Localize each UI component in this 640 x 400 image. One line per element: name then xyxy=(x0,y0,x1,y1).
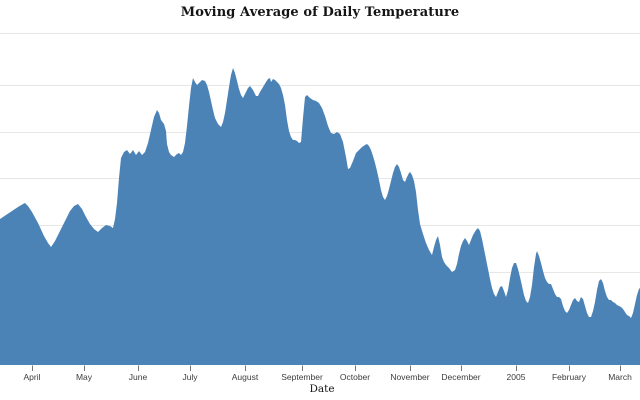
x-tick-label: 2005 xyxy=(507,372,526,382)
temperature-area xyxy=(0,68,640,365)
x-tick-label: August xyxy=(232,372,259,382)
x-tick-label: February xyxy=(552,372,587,382)
x-tick-label: October xyxy=(340,372,370,382)
x-tick-label: July xyxy=(182,372,198,382)
chart-title: Moving Average of Daily Temperature xyxy=(180,5,460,20)
x-axis-label: Date xyxy=(309,383,334,395)
x-tick-label: March xyxy=(608,372,632,382)
x-tick-label: September xyxy=(281,372,323,382)
x-tick-label: November xyxy=(390,372,429,382)
x-tick-label: December xyxy=(441,372,480,382)
x-tick-label: April xyxy=(23,372,40,382)
x-tick-label: June xyxy=(129,372,148,382)
x-tick-label: May xyxy=(76,372,93,382)
